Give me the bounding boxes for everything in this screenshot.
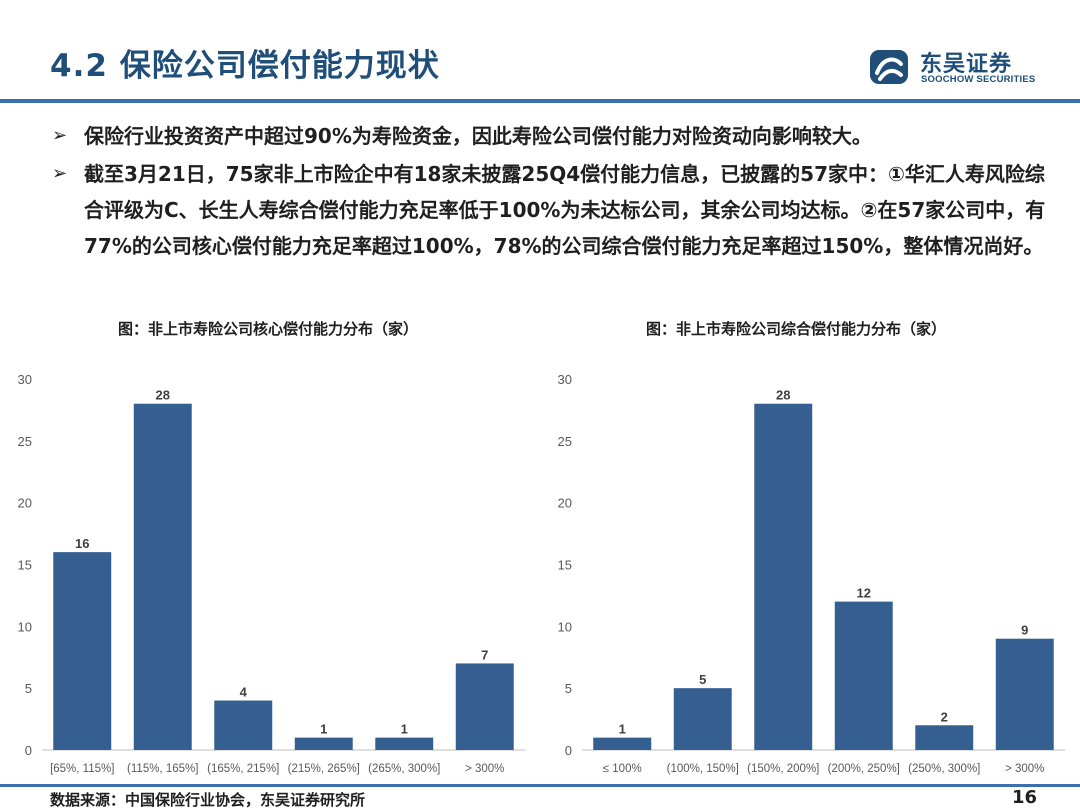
bar-data-label: 5 [699,672,706,687]
chart-title-comprehensive-solvency: 图：非上市寿险公司综合偿付能力分布（家） [646,320,947,338]
bar [995,638,1054,750]
bar-data-label: 28 [776,388,790,403]
x-category-label: > 300% [1005,763,1044,775]
bar-data-label: 2 [941,709,948,724]
logo-english-text: SOOCHOW SECURITIES [921,74,1036,85]
x-category-label: ≤ 100% [603,763,642,775]
x-category-label: (250%, 300%] [908,763,980,775]
bar-data-label: 28 [156,388,170,403]
bullet-text: 保险行业投资资产中超过90%为寿险资金，因此寿险公司偿付能力对险资动向影响较大。 [84,124,872,148]
core-solvency-bar-chart: 0 5 10 15 20 25 30 16 [65%, 115%] 28 (115%, 165%] 4… [18,372,525,775]
bar [673,688,732,750]
bar-data-label: 4 [240,685,248,700]
y-tick-label: 0 [565,743,572,758]
bullet-list: ➢ 保险行业投资资产中超过90%为寿险资金，因此寿险公司偿付能力对险资动向影响较… [52,118,1052,266]
x-category-label: (265%, 300%] [368,763,440,775]
x-category-label: (165%, 215%] [207,763,279,775]
bar-data-label: 1 [320,722,327,737]
logo-chinese-text: 东吴证券 [920,51,1013,77]
arrow-bullet-icon: ➢ [52,125,68,146]
company-logo: 东吴证券 SOOCHOW SECURITIES [868,44,1038,90]
y-tick-label: 25 [558,434,572,449]
y-tick-label: 10 [558,619,572,634]
x-category-label: (115%, 165%] [127,763,198,775]
bullet-item: ➢ 截至3月21日，75家非上市险企中有18家未披露25Q4偿付能力信息，已披露… [52,156,1052,264]
y-tick-label: 15 [18,558,32,573]
page-title: 4.2 保险公司偿付能力现状 [50,48,440,84]
y-tick-label: 25 [18,434,32,449]
data-source-note: 数据来源：中国保险行业协会，东吴证券研究所 [50,791,366,809]
bar-data-label: 9 [1021,623,1028,638]
footer-divider [0,784,1080,787]
bar-data-label: 12 [857,586,871,601]
x-category-label: (215%, 265%] [288,763,360,775]
y-tick-label: 10 [18,619,32,634]
bar [375,737,434,750]
y-tick-label: 20 [18,496,32,511]
bar [294,737,353,750]
title-divider [0,99,1080,103]
bullet-text: 截至3月21日，75家非上市险企中有18家未披露25Q4偿付能力信息，已披露的5… [84,162,1046,258]
y-tick-label: 15 [558,558,572,573]
x-category-label: [65%, 115%] [50,763,114,775]
x-category-label: (100%, 150%] [667,763,739,775]
x-category-label: > 300% [465,763,504,775]
chart-title-core-solvency: 图：非上市寿险公司核心偿付能力分布（家） [118,320,419,338]
arrow-bullet-icon: ➢ [52,163,68,184]
comprehensive-solvency-bar-chart: 0 5 10 15 20 25 30 1 ≤ 100% 5 (100%, 150%] 28 (150%,… [558,372,1065,775]
y-tick-label: 30 [558,372,572,387]
y-tick-label: 5 [565,681,572,696]
y-tick-label: 0 [25,743,32,758]
x-category-label: (200%, 250%] [828,763,900,775]
bar-data-label: 1 [401,722,408,737]
bar [834,601,893,750]
bar [214,700,273,750]
bar-data-label: 7 [481,647,488,662]
bullet-item: ➢ 保险行业投资资产中超过90%为寿险资金，因此寿险公司偿付能力对险资动向影响较… [52,118,1052,154]
page-number: 16 [1012,787,1038,808]
bar [754,403,813,750]
y-tick-label: 5 [25,681,32,696]
bar [133,403,192,750]
bar [915,725,974,750]
bar [53,552,112,750]
y-tick-label: 30 [18,372,32,387]
bar-data-label: 16 [75,536,89,551]
soochow-logo-icon [870,50,908,84]
bar-data-label: 1 [619,722,626,737]
x-category-label: (150%, 200%] [747,763,819,775]
bar [455,663,514,750]
y-tick-label: 20 [558,496,572,511]
bar [593,737,652,750]
